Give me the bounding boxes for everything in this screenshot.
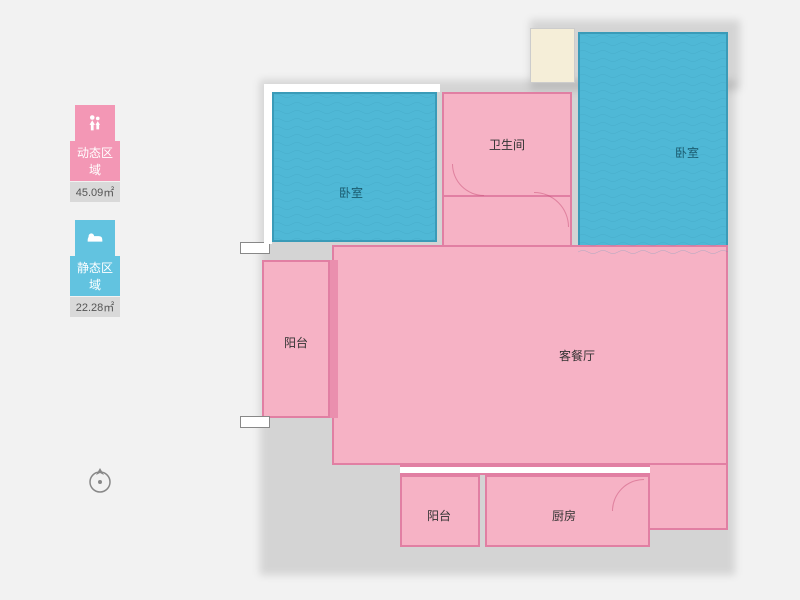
bed-icon xyxy=(75,220,115,256)
room-bedroom-left: 卧室 xyxy=(272,92,437,242)
bathroom-label: 卫生间 xyxy=(489,136,525,153)
wall-outer-top-left xyxy=(268,84,440,92)
wall-divider-bottom xyxy=(400,465,650,475)
floorplan: 卧室 卧室 卫生间 客餐厅 阳台 阳台 厨房 xyxy=(230,20,760,580)
living-label: 客餐厅 xyxy=(559,347,595,364)
room-bedroom-right: 卧室 xyxy=(578,32,728,257)
room-kitchen: 厨房 xyxy=(485,475,650,547)
room-balcony-left: 阳台 xyxy=(262,260,330,418)
people-icon xyxy=(75,105,115,141)
exterior-notch xyxy=(530,28,575,83)
balcony-bottom-label: 阳台 xyxy=(427,507,451,524)
balcony-left-label: 阳台 xyxy=(284,334,308,351)
legend-dynamic: 动态区域 45.09㎡ xyxy=(70,105,120,202)
room-bathroom: 卫生间 xyxy=(442,92,572,197)
room-living-dining: 客餐厅 xyxy=(332,245,728,465)
legend-static-label: 静态区域 xyxy=(70,256,120,296)
legend: 动态区域 45.09㎡ 静态区域 22.28㎡ xyxy=(70,105,120,335)
wall-outer-left xyxy=(264,84,272,244)
legend-static-value: 22.28㎡ xyxy=(70,297,120,317)
legend-static: 静态区域 22.28㎡ xyxy=(70,220,120,317)
legend-dynamic-label: 动态区域 xyxy=(70,141,120,181)
room-balcony-bottom: 阳台 xyxy=(400,475,480,547)
bedroom-left-label: 卧室 xyxy=(339,184,363,201)
bedroom-right-label: 卧室 xyxy=(675,144,699,161)
compass-icon xyxy=(85,465,115,495)
legend-dynamic-value: 45.09㎡ xyxy=(70,182,120,202)
wall-thick xyxy=(330,260,338,418)
kitchen-label: 厨房 xyxy=(552,507,576,524)
wall-exterior-left-bot xyxy=(240,416,270,428)
corridor-right-bottom xyxy=(650,465,728,530)
